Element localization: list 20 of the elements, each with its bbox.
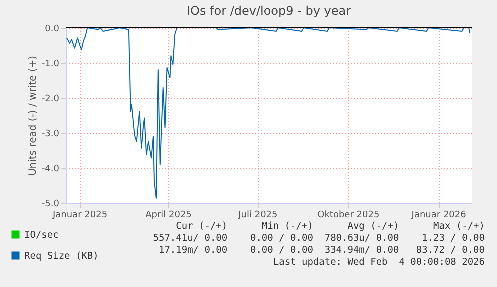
legend-label: IO/sec — [24, 230, 59, 241]
x-tick-label: April 2025 — [146, 210, 192, 220]
text: Cur (-/+) Min (-/+) Avg (-/+) Max (-/+) — [175, 221, 485, 233]
y-tick-label: 0.0 — [45, 24, 60, 34]
legend-label: Req Size (KB) — [24, 250, 99, 262]
x-tick-label: Juli 2025 — [238, 210, 278, 220]
x-tick-label: Januar 2025 — [52, 210, 108, 220]
x-tick-label: Januar 2026 — [410, 210, 467, 220]
text: 17.19m/ 0.00 0.00 / 0.00 334.94m/ 0.00 83.72 / 0.00 — [158, 245, 485, 257]
y-tick-label: -1.0 — [42, 60, 60, 70]
line-series — [66, 28, 471, 199]
text: Last update: Wed Feb 4 00:00:08 2026 — [272, 257, 485, 269]
y-tick-label: -4.0 — [42, 164, 60, 174]
y-tick-label: -5.0 — [42, 200, 60, 210]
chart-title: IOs for /dev/loop9 - by year — [186, 4, 352, 18]
text: 557.41u/ 0.00 0.00 / 0.00 780.63u/ 0.00 1.23 / 0.00 — [152, 233, 485, 245]
x-tick-label: Oktober 2025 — [318, 210, 380, 220]
y-tick-label: -3.0 — [42, 130, 60, 140]
y-tick-label: -2.0 — [42, 94, 60, 104]
y-axis-title: Units read (-) / write (+) — [28, 56, 39, 176]
